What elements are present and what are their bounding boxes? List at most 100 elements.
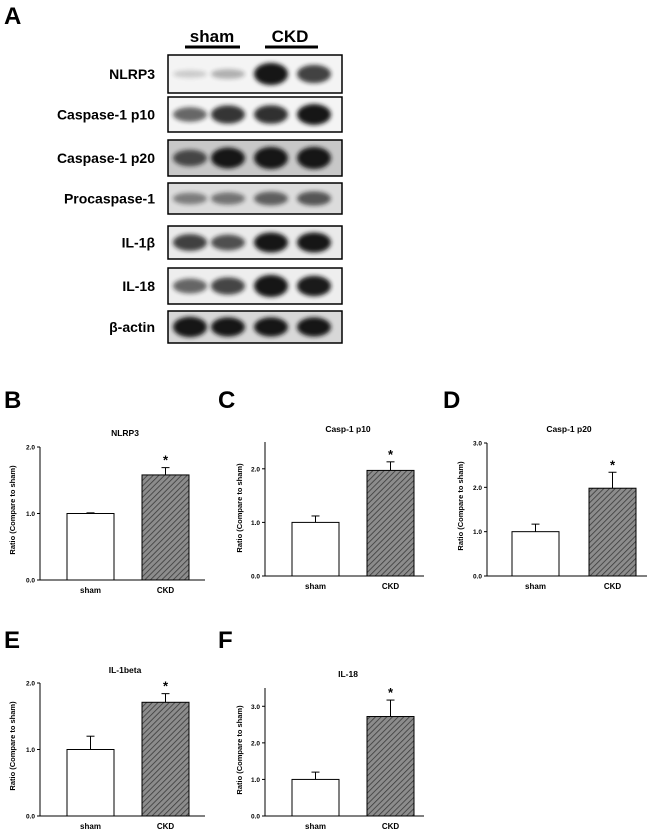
bar-ckd xyxy=(141,701,190,817)
blot-band-5-2 xyxy=(254,274,288,298)
y-tick-label: 0.0 xyxy=(251,814,260,821)
blot-band-0-0 xyxy=(173,70,207,78)
blot-band-4-1 xyxy=(211,234,245,251)
y-axis-label: Ratio (Compare to sham) xyxy=(456,461,465,551)
significance-marker: * xyxy=(163,679,169,694)
y-tick-label: 2.0 xyxy=(251,740,260,747)
blot-band-6-1 xyxy=(211,317,245,337)
blot-band-0-3 xyxy=(297,64,331,84)
blot-band-2-1 xyxy=(211,147,245,169)
chart-title: IL-1beta xyxy=(109,665,142,675)
blot-label-2: Caspase-1 p20 xyxy=(57,150,155,166)
category-label-ckd: CKD xyxy=(382,582,400,591)
category-label-ckd: CKD xyxy=(157,822,175,831)
y-tick-label: 2.0 xyxy=(473,485,482,492)
category-label-sham: sham xyxy=(305,822,326,831)
blot-band-1-1 xyxy=(211,105,245,124)
chart-title: Casp-1 p20 xyxy=(546,424,592,434)
y-tick-label: 2.0 xyxy=(26,681,35,688)
blot-label-0: NLRP3 xyxy=(109,66,155,82)
blot-band-2-0 xyxy=(173,149,207,167)
blot-row-2: Caspase-1 p20 xyxy=(57,139,343,177)
bar-sham xyxy=(66,513,115,581)
y-tick-label: 2.0 xyxy=(251,466,260,473)
blot-band-3-2 xyxy=(254,191,288,206)
blot-band-6-2 xyxy=(254,317,288,337)
blot-band-6-3 xyxy=(297,317,331,337)
chart-title: IL-18 xyxy=(338,669,358,679)
blot-band-3-3 xyxy=(297,191,331,206)
western-blot-panel: A sham CKD NLRP3 Caspase-1 p10 Caspase-1 p… xyxy=(4,3,343,344)
category-label-ckd: CKD xyxy=(382,822,400,831)
category-label-ckd: CKD xyxy=(604,582,622,591)
blot-band-3-0 xyxy=(173,192,207,205)
panel-letter-e: E xyxy=(4,627,20,654)
blot-band-5-1 xyxy=(211,277,245,295)
y-tick-label: 3.0 xyxy=(473,441,482,448)
blot-label-5: IL-18 xyxy=(122,278,155,294)
blot-label-3: Procaspase-1 xyxy=(64,191,155,207)
y-tick-label: 1.0 xyxy=(26,747,35,754)
category-label-sham: sham xyxy=(80,586,101,595)
blot-band-5-3 xyxy=(297,275,331,297)
panel-a-letter: A xyxy=(4,3,21,30)
blot-row-5: IL-18 xyxy=(122,267,343,305)
blot-band-5-0 xyxy=(173,278,207,294)
panel-letter-c: C xyxy=(218,387,235,414)
category-label-sham: sham xyxy=(525,582,546,591)
blot-band-1-3 xyxy=(297,104,331,125)
bar-ckd xyxy=(588,487,637,577)
y-axis-label: Ratio (Compare to sham) xyxy=(8,701,17,791)
y-tick-label: 0.0 xyxy=(26,814,35,821)
blot-row-1: Caspase-1 p10 xyxy=(57,96,343,133)
bar-sham xyxy=(291,778,340,817)
bar-ckd xyxy=(141,474,190,581)
blot-band-2-2 xyxy=(254,146,288,170)
y-tick-label: 0.0 xyxy=(26,578,35,585)
significance-marker: * xyxy=(610,457,616,472)
panel-letter-d: D xyxy=(443,387,460,414)
panel-letter-f: F xyxy=(218,627,233,654)
category-label-ckd: CKD xyxy=(157,586,175,595)
chart-panel-b: B NLRP3 Ratio (Compare to sham) 0.0 1.0 2.0 sh… xyxy=(4,387,205,595)
y-tick-label: 0.0 xyxy=(473,574,482,581)
blot-band-0-2 xyxy=(254,62,288,86)
blot-label-4: IL-1β xyxy=(122,235,156,251)
blot-band-4-2 xyxy=(254,232,288,253)
category-label-sham: sham xyxy=(305,582,326,591)
bar-ckd xyxy=(366,469,415,577)
chart-panel-d: D Casp-1 p20 Ratio (Compare to sham) 0.0 1.0… xyxy=(443,387,647,591)
blot-row-0: NLRP3 xyxy=(109,54,343,94)
y-tick-label: 1.0 xyxy=(473,529,482,536)
y-tick-label: 1.0 xyxy=(251,520,260,527)
chart-panel-e: E IL-1beta Ratio (Compare to sham) 0.0 1.0 2.… xyxy=(4,627,205,831)
bar-sham xyxy=(66,749,115,817)
chart-title: NLRP3 xyxy=(111,428,139,438)
bar-ckd xyxy=(366,716,415,817)
blot-band-0-1 xyxy=(211,69,245,79)
blot-band-6-0 xyxy=(173,316,207,338)
chart-panel-c: C Casp-1 p10 Ratio (Compare to sham) 0.0 1.0… xyxy=(218,387,424,591)
blot-label-6: β-actin xyxy=(109,319,155,335)
y-axis-label: Ratio (Compare to sham) xyxy=(235,705,244,795)
category-label-sham: sham xyxy=(80,822,101,831)
chart-panel-f: F IL-18 Ratio (Compare to sham) 0.0 1.0 2.0 3.… xyxy=(218,627,424,831)
y-tick-label: 2.0 xyxy=(26,445,35,452)
panel-letter-b: B xyxy=(4,387,21,414)
y-axis-label: Ratio (Compare to sham) xyxy=(8,465,17,555)
blot-label-1: Caspase-1 p10 xyxy=(57,107,155,123)
blot-band-4-0 xyxy=(173,234,207,251)
blot-band-1-2 xyxy=(254,105,288,124)
group-label-sham: sham xyxy=(190,27,234,46)
group-label-ckd: CKD xyxy=(272,27,309,46)
y-tick-label: 3.0 xyxy=(251,704,260,711)
blot-band-2-3 xyxy=(297,146,331,170)
y-tick-label: 0.0 xyxy=(251,574,260,581)
significance-marker: * xyxy=(388,447,394,462)
y-tick-label: 1.0 xyxy=(26,511,35,518)
chart-title: Casp-1 p10 xyxy=(325,424,371,434)
significance-marker: * xyxy=(163,453,169,468)
y-axis-label: Ratio (Compare to sham) xyxy=(235,463,244,553)
blot-row-6: β-actin xyxy=(109,310,343,344)
